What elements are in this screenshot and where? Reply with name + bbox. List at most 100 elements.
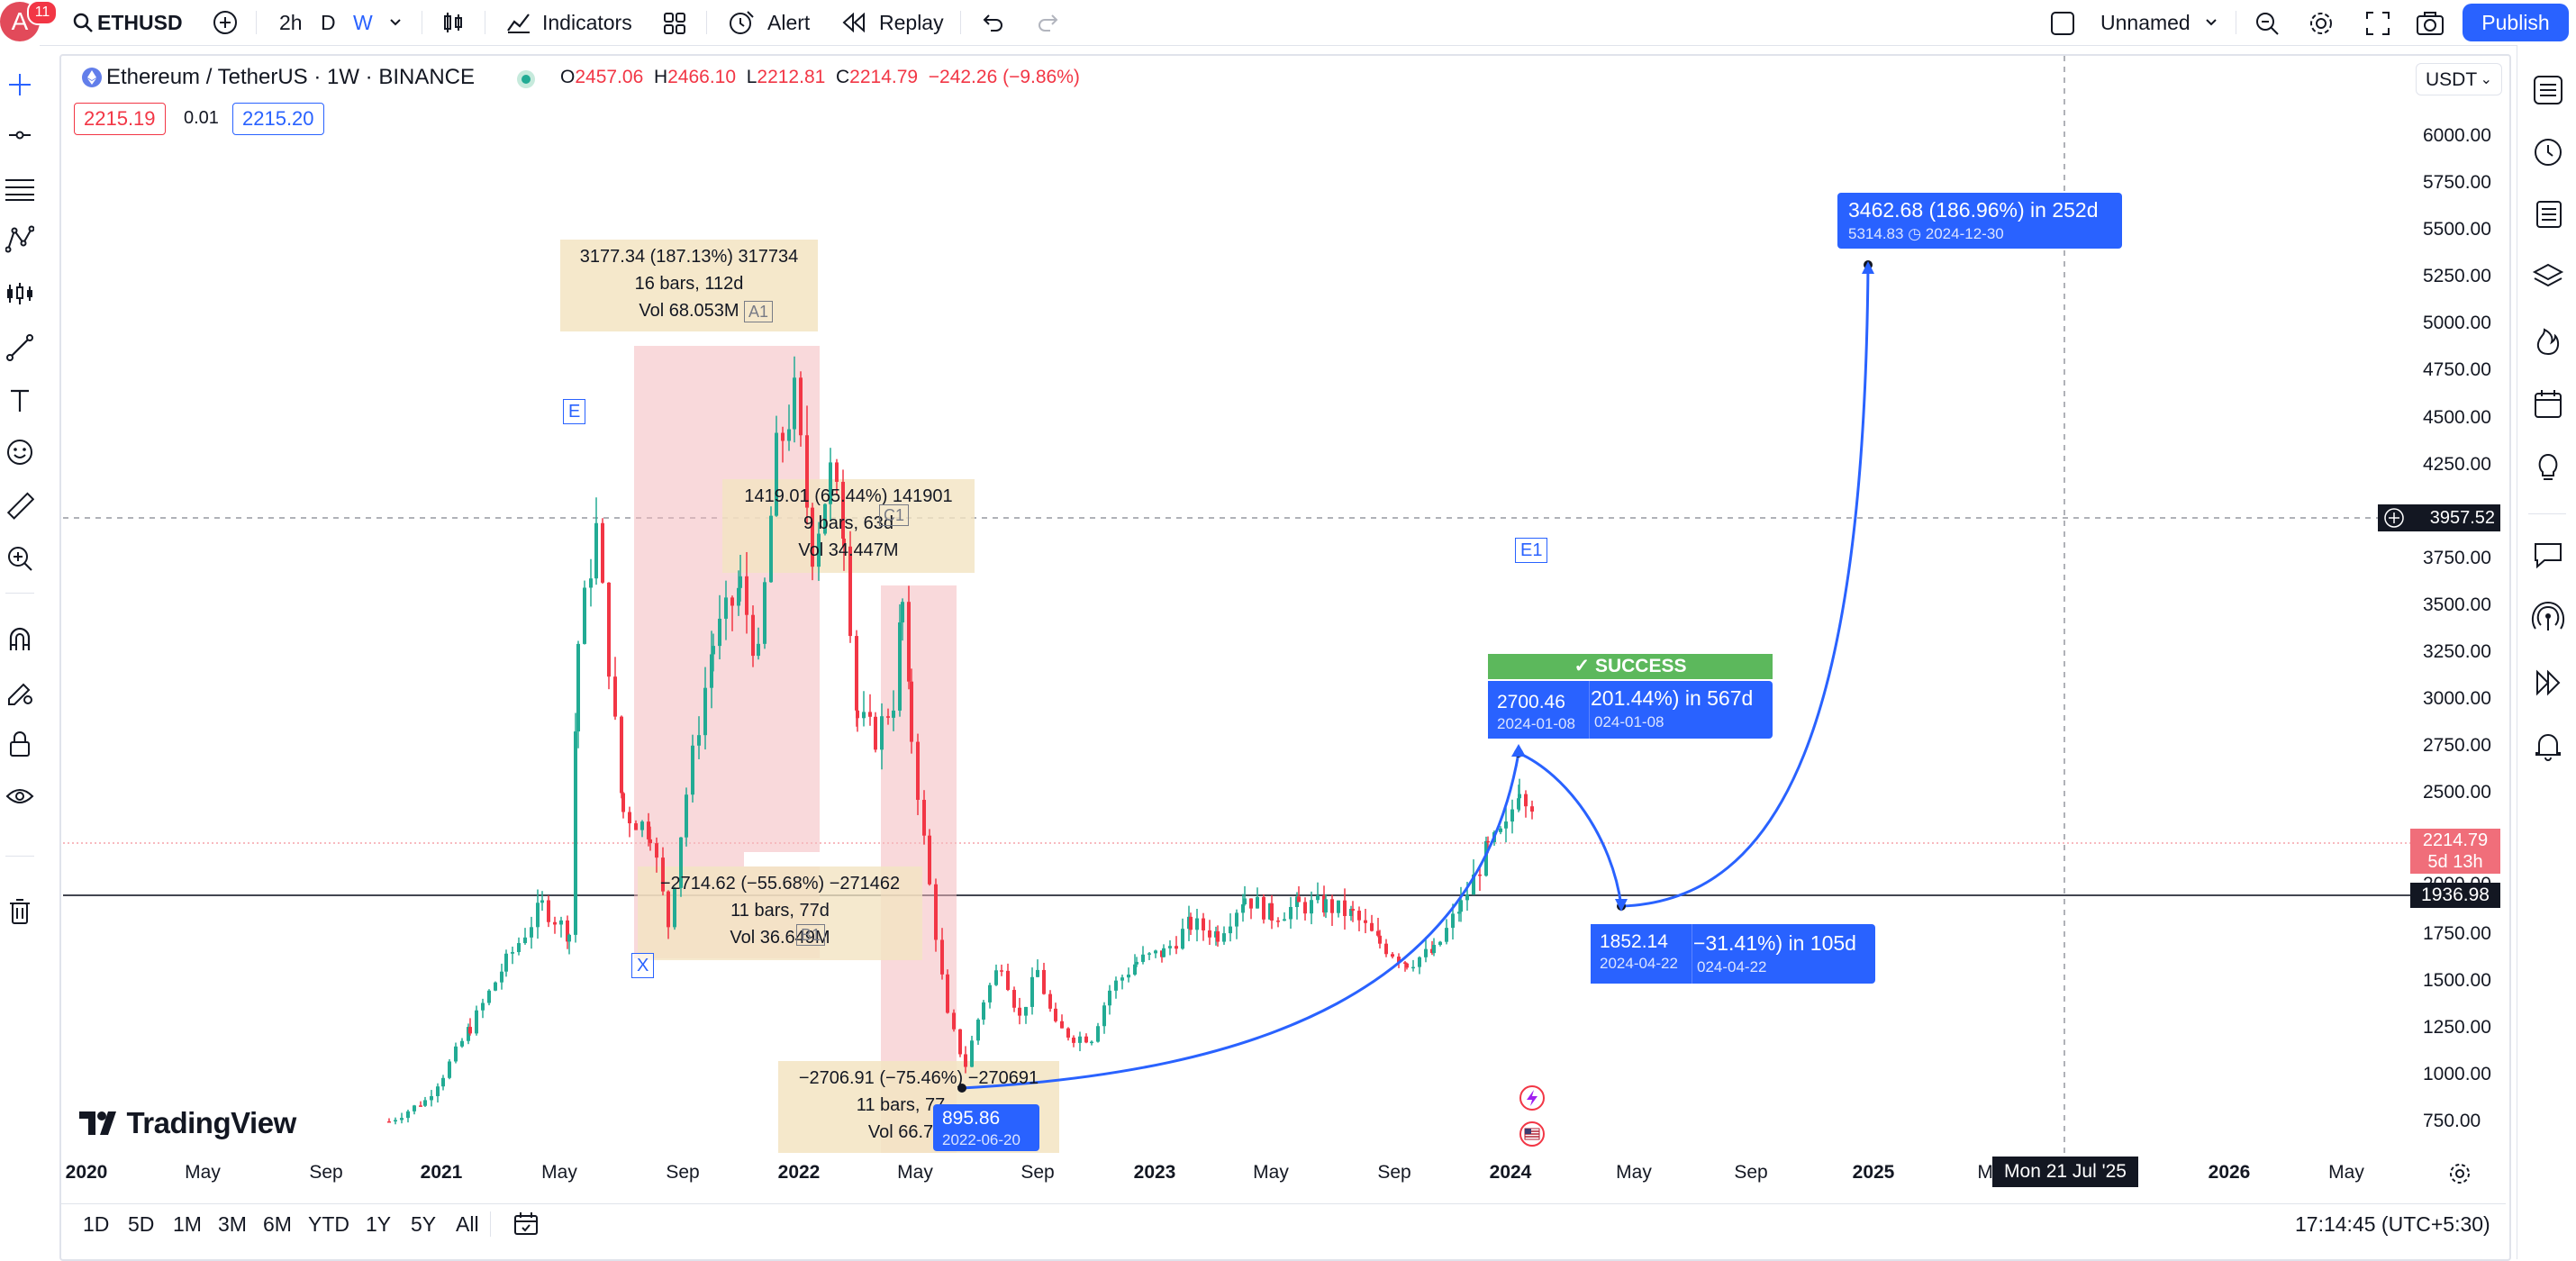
forecast-icon[interactable] bbox=[5, 281, 34, 306]
chat-icon[interactable] bbox=[2532, 539, 2564, 571]
candle-body bbox=[856, 710, 859, 719]
candle-body bbox=[952, 1012, 956, 1030]
replay-trading-icon[interactable] bbox=[2532, 667, 2564, 699]
add-symbol-icon[interactable] bbox=[213, 10, 238, 35]
tag-e1[interactable]: E1 bbox=[1515, 538, 1548, 563]
watchlist-icon[interactable] bbox=[2532, 74, 2564, 106]
range-button-1m[interactable]: 1M bbox=[173, 1212, 202, 1236]
fib-lines-icon[interactable] bbox=[4, 177, 36, 202]
candle-body bbox=[1096, 1026, 1100, 1042]
undo-icon[interactable] bbox=[982, 13, 1003, 32]
chevron-down-icon[interactable] bbox=[2205, 17, 2218, 28]
market-status-dot[interactable] bbox=[517, 70, 535, 88]
sell-button[interactable]: 2215.19 bbox=[74, 103, 166, 135]
ohlc-values: O2457.06 H2466.10 L2212.81 C2214.79 −242… bbox=[560, 67, 1080, 88]
text-tool-icon[interactable] bbox=[7, 387, 32, 414]
event-us-flag-icon[interactable] bbox=[1519, 1120, 1546, 1148]
low-price-label[interactable]: 895.86 2022-06-20 bbox=[933, 1104, 1039, 1151]
interval-2h[interactable]: 2h bbox=[279, 11, 303, 34]
layout-name[interactable]: Unnamed bbox=[2100, 11, 2191, 34]
symbol-legend-title[interactable]: Ethereum / TetherUS · 1W · BINANCE bbox=[106, 65, 476, 89]
stay-in-drawing-icon[interactable] bbox=[5, 677, 34, 706]
tag-c1[interactable]: C1 bbox=[879, 504, 910, 526]
range-button-5y[interactable]: 5Y bbox=[411, 1212, 437, 1236]
range-button-6m[interactable]: 6M bbox=[263, 1212, 292, 1236]
candle-body bbox=[400, 1118, 404, 1120]
timezone-clock[interactable]: 17:14:45 (UTC+5:30) bbox=[2295, 1212, 2490, 1236]
candle-body bbox=[1445, 928, 1448, 942]
price-tick: 750.00 bbox=[2423, 1111, 2481, 1131]
lock-icon[interactable] bbox=[7, 730, 32, 758]
range-d1-line3: Vol 66.7 bbox=[867, 1122, 934, 1142]
alert-clock-icon[interactable] bbox=[728, 10, 755, 35]
trash-icon[interactable] bbox=[7, 897, 32, 926]
redo-icon[interactable] bbox=[1038, 13, 1059, 32]
tag-b1[interactable]: B1 bbox=[796, 924, 826, 946]
hotlist-flame-icon[interactable] bbox=[2532, 324, 2564, 357]
interval-d[interactable]: D bbox=[321, 11, 336, 34]
projection-label-2[interactable]: −31.41%) in 105d 024-04-22 1852.14 2024-… bbox=[1591, 924, 1875, 984]
magnet-icon[interactable] bbox=[5, 625, 34, 654]
candles-type-icon[interactable] bbox=[441, 11, 465, 34]
brush-icon[interactable] bbox=[5, 333, 34, 362]
event-flash-icon[interactable] bbox=[1519, 1084, 1546, 1111]
range-label-d1[interactable]: −2706.91 (−75.46%) −270691 11 bars, 77 V… bbox=[778, 1065, 1059, 1146]
range-label-b1[interactable]: −2714.62 (−55.68%) −271462 11 bars, 77d … bbox=[638, 870, 922, 951]
range-button-1d[interactable]: 1D bbox=[83, 1212, 110, 1236]
calendar-icon[interactable] bbox=[2532, 387, 2564, 420]
go-to-date-icon[interactable] bbox=[512, 1210, 540, 1238]
tradingview-watermark[interactable]: TradingView bbox=[79, 1106, 296, 1142]
tag-a1[interactable]: A1 bbox=[744, 301, 774, 322]
projection-2-overlay: 1852.14 2024-04-22 bbox=[1591, 924, 1692, 984]
range-button-3m[interactable]: 3M bbox=[218, 1212, 247, 1236]
pattern-icon[interactable] bbox=[5, 225, 34, 254]
separator bbox=[706, 11, 707, 34]
indicators-button[interactable]: Indicators bbox=[542, 11, 632, 34]
projection-label-3[interactable]: 3462.68 (186.96%) in 252d 5314.83 ◷ 2024… bbox=[1837, 193, 2122, 249]
streams-icon[interactable] bbox=[2530, 600, 2566, 636]
candle-body bbox=[1202, 918, 1205, 930]
ideas-bulb-icon[interactable] bbox=[2532, 450, 2564, 483]
replay-icon[interactable] bbox=[841, 13, 866, 32]
axis-settings-icon[interactable] bbox=[2448, 1162, 2472, 1185]
range-label-a1[interactable]: 3177.34 (187.13%) 317734 16 bars, 112d V… bbox=[560, 243, 818, 324]
currency-selector[interactable]: USDT ⌄ bbox=[2416, 63, 2502, 95]
range-button-1y[interactable]: 1Y bbox=[366, 1212, 392, 1236]
add-alert-plus-icon[interactable] bbox=[2378, 504, 2410, 531]
alerts-clock-icon[interactable] bbox=[2532, 135, 2564, 168]
crosshair-icon[interactable] bbox=[7, 72, 32, 97]
ruler-icon[interactable] bbox=[5, 492, 34, 521]
notifications-bell-icon[interactable] bbox=[2532, 730, 2564, 762]
fullscreen-icon[interactable] bbox=[2365, 11, 2390, 36]
indicators-icon[interactable] bbox=[506, 11, 531, 34]
templates-grid-icon[interactable] bbox=[663, 12, 686, 35]
quick-search-icon[interactable] bbox=[2254, 10, 2281, 37]
publish-button[interactable]: Publish bbox=[2463, 4, 2569, 41]
range-label-c1[interactable]: 1419.01 (65.44%) 141901 9 bars, 63d Vol … bbox=[722, 483, 975, 564]
chevron-down-icon[interactable] bbox=[389, 17, 402, 28]
layout-square-icon[interactable] bbox=[2050, 11, 2075, 36]
buy-button[interactable]: 2215.20 bbox=[232, 103, 324, 135]
eye-icon[interactable] bbox=[5, 784, 34, 809]
symbol-search[interactable]: ETHUSD bbox=[97, 11, 183, 34]
trend-line-icon[interactable] bbox=[7, 126, 32, 144]
alert-button[interactable]: Alert bbox=[767, 11, 811, 34]
search-icon[interactable] bbox=[72, 12, 94, 33]
replay-button[interactable]: Replay bbox=[879, 11, 944, 34]
range-button-all[interactable]: All bbox=[456, 1212, 479, 1236]
range-button-ytd[interactable]: YTD bbox=[308, 1212, 349, 1236]
projection-label-1[interactable]: 201.44%) in 567d 024-01-08 2700.46 2024-… bbox=[1488, 681, 1773, 739]
tag-x[interactable]: X bbox=[631, 953, 655, 978]
layers-icon[interactable] bbox=[2532, 261, 2564, 294]
camera-icon[interactable] bbox=[2416, 11, 2444, 36]
interval-w[interactable]: W bbox=[353, 11, 373, 34]
gear-icon[interactable] bbox=[2308, 10, 2335, 37]
success-banner[interactable]: ✓ SUCCESS bbox=[1488, 654, 1773, 679]
zoom-in-icon[interactable] bbox=[5, 544, 34, 573]
candle-body bbox=[757, 643, 760, 657]
emoji-icon[interactable] bbox=[5, 438, 34, 467]
tag-e[interactable]: E bbox=[563, 399, 586, 424]
range-button-5d[interactable]: 5D bbox=[128, 1212, 155, 1236]
news-icon[interactable] bbox=[2532, 198, 2564, 231]
